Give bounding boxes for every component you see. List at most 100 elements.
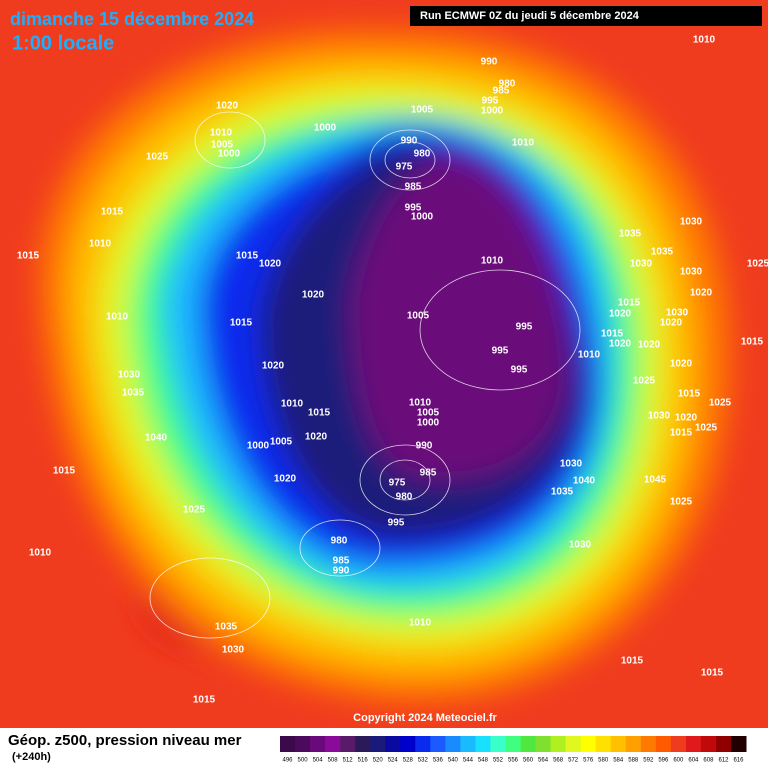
isobar-label: 1000 bbox=[218, 149, 241, 160]
legend-swatch bbox=[655, 736, 672, 752]
legend-value: 516 bbox=[358, 758, 369, 764]
isobar-label: 1015 bbox=[193, 695, 216, 706]
isobar-label: 1015 bbox=[53, 466, 76, 477]
legend-swatch bbox=[310, 736, 326, 752]
legend-value: 604 bbox=[688, 758, 699, 764]
isobar-label: 1025 bbox=[747, 259, 768, 270]
legend-swatch bbox=[625, 736, 642, 752]
isobar-label: 1020 bbox=[609, 339, 632, 350]
isobar-label: 1020 bbox=[302, 290, 325, 301]
legend-value: 600 bbox=[673, 758, 684, 764]
isobar-label: 1035 bbox=[651, 247, 674, 258]
legend-swatch bbox=[475, 736, 491, 752]
isobar-label: 1000 bbox=[247, 441, 270, 452]
isobar-label: 1035 bbox=[215, 622, 238, 633]
isobar-label: 1015 bbox=[678, 389, 701, 400]
isobar-label: 1035 bbox=[122, 388, 145, 399]
isobar-label: 985 bbox=[333, 556, 350, 567]
isobar-label: 1015 bbox=[621, 656, 644, 667]
legend-swatch bbox=[610, 736, 627, 752]
isobar-label: 1015 bbox=[308, 408, 331, 419]
isobar-label: 1020 bbox=[690, 288, 713, 299]
isobar-label: 995 bbox=[405, 203, 422, 214]
isobar-label: 1035 bbox=[551, 487, 574, 498]
isobar-label: 1000 bbox=[411, 212, 434, 223]
legend-swatch bbox=[700, 736, 717, 752]
legend-value: 596 bbox=[658, 758, 669, 764]
isobar-label: 980 bbox=[414, 149, 431, 160]
legend-swatch bbox=[370, 736, 386, 752]
isobar-label: 1030 bbox=[118, 370, 141, 381]
isobar-label: 1010 bbox=[481, 256, 504, 267]
legend-value: 588 bbox=[628, 758, 639, 764]
run-box bbox=[410, 6, 762, 26]
isobar-label: 1030 bbox=[569, 540, 592, 551]
isobar-label: 985 bbox=[493, 86, 510, 97]
geopotential-field bbox=[39, 29, 731, 703]
legend-swatch bbox=[565, 736, 582, 752]
isobar-label: 1040 bbox=[573, 476, 596, 487]
isobar-label: 1025 bbox=[709, 398, 732, 409]
legend-swatch bbox=[550, 736, 567, 752]
legend-value: 592 bbox=[643, 758, 654, 764]
isobar-label: 1010 bbox=[512, 138, 535, 149]
legend-swatch bbox=[685, 736, 702, 752]
isobar-label: 1030 bbox=[560, 459, 583, 470]
isobar-label: 990 bbox=[401, 136, 418, 147]
isobar-label: 1010 bbox=[89, 239, 112, 250]
legend-swatch bbox=[580, 736, 597, 752]
isobar-label: 985 bbox=[405, 182, 422, 193]
isobar-label: 1020 bbox=[638, 340, 661, 351]
isobar-label: 1005 bbox=[211, 140, 234, 151]
isobar-label: 1025 bbox=[670, 497, 693, 508]
legend-value: 548 bbox=[478, 758, 489, 764]
isobar-label: 1005 bbox=[417, 408, 440, 419]
legend-swatch bbox=[280, 736, 296, 752]
legend-swatch bbox=[445, 736, 461, 752]
isobar-label: 1025 bbox=[695, 423, 718, 434]
isobar-label: 1005 bbox=[411, 105, 434, 116]
legend-swatch bbox=[520, 736, 537, 752]
time-title: 1:00 locale bbox=[12, 32, 114, 54]
legend-value: 540 bbox=[448, 758, 459, 764]
isobar-label: 1010 bbox=[210, 128, 233, 139]
isobar-label: 1005 bbox=[407, 311, 430, 322]
isobar-label: 1020 bbox=[274, 474, 297, 485]
isobar-label: 1015 bbox=[618, 298, 641, 309]
legend-value: 512 bbox=[343, 758, 354, 764]
legend-value: 564 bbox=[538, 758, 549, 764]
isobar-label: 1020 bbox=[305, 432, 328, 443]
isobar-label: 1030 bbox=[666, 308, 689, 319]
legend-value: 616 bbox=[733, 758, 744, 764]
legend-swatch bbox=[415, 736, 431, 752]
isobar-label: 1000 bbox=[417, 418, 440, 429]
isobar-label: 1025 bbox=[183, 505, 206, 516]
legend-swatch bbox=[340, 736, 356, 752]
legend-swatch bbox=[430, 736, 446, 752]
isobar-label: 1015 bbox=[101, 207, 124, 218]
legend-value: 584 bbox=[613, 758, 624, 764]
copyright: Copyright 2024 Meteociel.fr bbox=[353, 712, 497, 724]
legend-swatch bbox=[670, 736, 687, 752]
legend-value: 500 bbox=[298, 758, 309, 764]
isobar-label: 975 bbox=[396, 162, 413, 173]
isobar-label: 1030 bbox=[680, 217, 703, 228]
isobar-label: 1020 bbox=[609, 309, 632, 320]
legend-value: 608 bbox=[703, 758, 714, 764]
isobar-label: 995 bbox=[511, 365, 528, 376]
legend-swatch bbox=[490, 736, 506, 752]
isobar-label: 1030 bbox=[680, 267, 703, 278]
legend-title: Géop. z500, pression niveau mer bbox=[8, 732, 242, 749]
legend-swatch bbox=[640, 736, 657, 752]
isobar-label: 1020 bbox=[670, 359, 693, 370]
isobar-label: 1010 bbox=[693, 35, 716, 46]
legend-value: 568 bbox=[553, 758, 564, 764]
legend-value: 580 bbox=[598, 758, 609, 764]
isobar-label: 1025 bbox=[146, 152, 169, 163]
isobar-label: 1015 bbox=[670, 428, 693, 439]
legend-lead: (+240h) bbox=[12, 751, 51, 763]
legend-value: 544 bbox=[463, 758, 474, 764]
legend-swatch bbox=[460, 736, 476, 752]
legend-value: 524 bbox=[388, 758, 399, 764]
